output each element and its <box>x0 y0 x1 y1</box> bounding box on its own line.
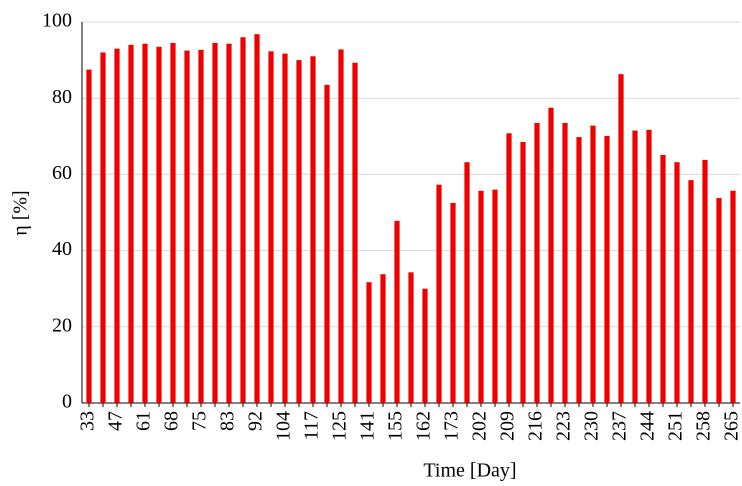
x-tick-label: 68 <box>161 411 183 431</box>
bar <box>548 107 554 403</box>
x-tick-label: 141 <box>357 411 379 441</box>
bar <box>114 48 120 404</box>
x-tick-label: 230 <box>581 411 603 441</box>
bar <box>702 159 708 403</box>
bar <box>100 52 106 403</box>
bar <box>282 53 288 404</box>
y-axis-label: η [%] <box>10 190 32 235</box>
bar <box>338 49 344 403</box>
bar <box>450 202 456 403</box>
bar <box>170 42 176 403</box>
x-tick-label: 75 <box>189 411 211 431</box>
bar <box>198 49 204 404</box>
bar <box>716 198 722 403</box>
y-tick-label: 0 <box>62 391 72 413</box>
x-tick-label: 104 <box>273 411 295 441</box>
x-tick-label: 125 <box>329 411 351 441</box>
bar <box>128 44 134 404</box>
bar <box>478 190 484 403</box>
bar <box>86 69 92 403</box>
bar <box>506 133 512 403</box>
bar <box>660 154 666 403</box>
bar <box>534 122 540 403</box>
bar <box>562 122 568 403</box>
bar <box>590 125 596 403</box>
bar <box>674 162 680 403</box>
bar <box>408 272 414 403</box>
bar <box>142 43 148 403</box>
y-tick-label: 40 <box>52 238 72 260</box>
bar <box>394 220 400 403</box>
x-tick-label: 209 <box>497 411 519 441</box>
bar <box>212 42 218 403</box>
x-tick-label: 202 <box>469 411 491 441</box>
bar <box>492 189 498 403</box>
bar <box>310 56 316 403</box>
bar <box>226 43 232 403</box>
bar <box>604 135 610 403</box>
x-tick-label: 47 <box>105 411 127 431</box>
x-tick-label: 61 <box>133 411 155 431</box>
bar <box>380 274 386 403</box>
x-tick-label: 173 <box>441 411 463 441</box>
bar <box>688 180 694 403</box>
bar <box>240 37 246 404</box>
x-tick-label: 92 <box>245 411 267 431</box>
x-tick-label: 251 <box>665 411 687 441</box>
bar <box>520 142 526 403</box>
bar <box>422 288 428 403</box>
x-tick-label: 216 <box>525 411 547 441</box>
bar <box>646 129 652 403</box>
x-axis-label: Time [Day] <box>423 460 516 482</box>
bar <box>366 282 372 403</box>
y-tick-label: 20 <box>52 314 72 336</box>
y-tick-label: 80 <box>52 86 72 108</box>
bar <box>618 74 624 404</box>
x-tick-label: 33 <box>77 411 99 431</box>
x-tick-label: 265 <box>721 411 742 441</box>
bar <box>184 50 190 403</box>
y-tick-label: 100 <box>42 10 72 32</box>
bar <box>268 51 274 403</box>
bar <box>296 60 302 403</box>
x-tick-label: 258 <box>693 411 715 441</box>
bar <box>436 184 442 403</box>
x-tick-label: 83 <box>217 411 239 431</box>
bar <box>352 62 358 403</box>
x-tick-label: 117 <box>301 411 323 440</box>
bar <box>632 130 638 403</box>
bar <box>324 84 330 404</box>
x-tick-label: 223 <box>553 411 575 441</box>
bar <box>576 137 582 403</box>
bar <box>730 190 736 403</box>
x-tick-label: 237 <box>609 411 631 441</box>
y-tick-label: 60 <box>52 162 72 184</box>
bar <box>156 46 162 403</box>
x-tick-label: 162 <box>413 411 435 441</box>
bar <box>254 34 260 403</box>
x-tick-label: 244 <box>637 411 659 441</box>
x-tick-label: 155 <box>385 411 407 441</box>
bar <box>464 162 470 403</box>
